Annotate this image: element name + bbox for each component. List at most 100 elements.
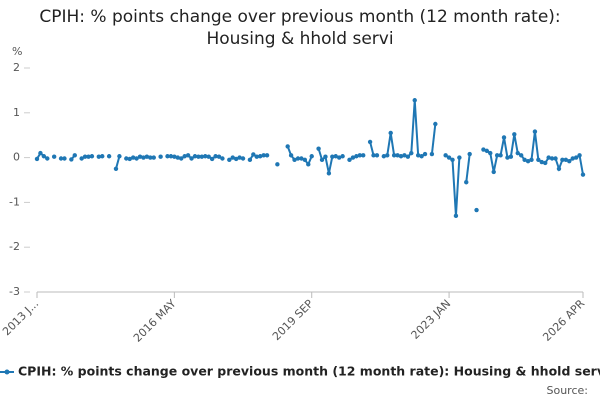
point <box>199 154 205 159</box>
point <box>96 154 102 159</box>
point <box>240 156 246 161</box>
point <box>38 150 43 156</box>
point <box>450 157 455 163</box>
point <box>192 154 198 159</box>
point <box>254 154 259 159</box>
point <box>467 151 472 157</box>
point <box>374 153 380 158</box>
point <box>182 154 187 159</box>
point <box>381 154 387 159</box>
point <box>367 139 373 145</box>
point <box>457 155 462 160</box>
point <box>532 129 538 134</box>
point <box>488 150 493 156</box>
point <box>484 148 490 154</box>
point <box>251 152 256 157</box>
point <box>209 156 215 162</box>
point <box>89 154 95 159</box>
point <box>319 157 325 163</box>
point <box>134 156 139 161</box>
point <box>391 153 397 158</box>
point <box>323 154 328 159</box>
point <box>453 213 459 219</box>
x-tick-label: 2013 J... <box>0 297 41 338</box>
point <box>518 153 524 158</box>
point <box>185 153 191 158</box>
point <box>402 153 407 158</box>
point <box>361 153 366 158</box>
point <box>333 154 338 159</box>
legend-label: CPIH: % points change over previous mont… <box>18 364 600 379</box>
point <box>233 156 239 162</box>
point <box>354 154 359 159</box>
point <box>529 157 534 163</box>
point <box>100 154 105 159</box>
point <box>556 166 562 171</box>
point <box>213 154 218 159</box>
point <box>220 156 225 161</box>
point <box>137 154 143 159</box>
point <box>388 130 393 136</box>
point <box>573 155 579 160</box>
point <box>543 160 548 166</box>
point <box>117 154 122 159</box>
point <box>299 156 304 161</box>
point <box>264 153 270 158</box>
point <box>175 155 180 160</box>
point <box>553 156 558 161</box>
point <box>560 157 565 163</box>
point <box>113 166 119 171</box>
point <box>179 156 184 161</box>
point <box>371 153 376 158</box>
point <box>508 154 514 159</box>
y-tick-label: 1 <box>13 106 20 119</box>
point <box>326 171 332 176</box>
y-tick-label: -3 <box>9 285 20 298</box>
point <box>357 153 362 158</box>
point <box>168 154 174 159</box>
point <box>302 157 308 163</box>
point <box>237 155 242 160</box>
point <box>422 151 428 157</box>
point <box>563 157 569 163</box>
point <box>481 147 486 152</box>
source: Source: <box>547 384 589 397</box>
point <box>409 150 414 156</box>
point <box>292 157 297 163</box>
point <box>512 132 517 137</box>
point <box>172 154 177 159</box>
point <box>464 180 469 185</box>
point <box>82 154 88 159</box>
point <box>498 153 503 158</box>
line <box>483 131 584 175</box>
point <box>546 155 551 160</box>
point <box>415 153 421 158</box>
point <box>106 154 112 159</box>
point <box>536 157 541 163</box>
point <box>62 156 67 161</box>
line <box>430 123 437 155</box>
y-tick-label: 2 <box>13 61 20 74</box>
point <box>419 154 424 159</box>
point <box>395 153 400 158</box>
point <box>247 157 253 163</box>
point <box>446 155 452 160</box>
point <box>275 162 280 167</box>
x-tick-label: 2019 SEP <box>270 297 316 343</box>
y-tick-label: -1 <box>9 195 20 208</box>
point <box>79 156 84 161</box>
point <box>350 155 356 160</box>
point <box>309 154 314 159</box>
point <box>347 157 352 163</box>
chart-title: CPIH: % points change over previous mont… <box>39 7 561 49</box>
x-tick-label: 2016 MAY <box>131 297 179 345</box>
point <box>189 156 194 161</box>
point <box>522 157 527 163</box>
point <box>429 151 435 157</box>
point <box>443 153 448 158</box>
point <box>141 155 146 160</box>
point <box>230 155 235 160</box>
point <box>549 156 555 161</box>
point <box>580 172 586 177</box>
point <box>539 159 544 165</box>
